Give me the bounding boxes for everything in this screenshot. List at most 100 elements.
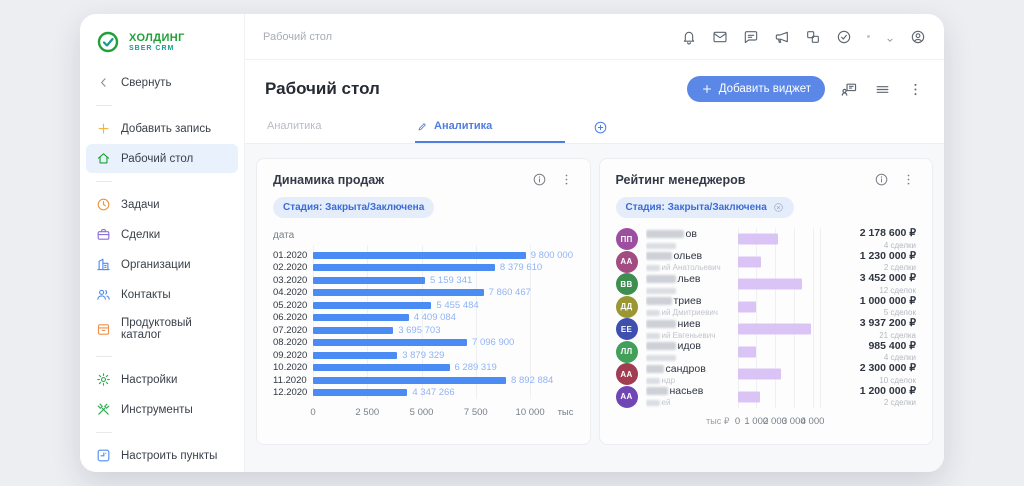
deal-count: 2 сделки bbox=[883, 263, 916, 273]
sidebar-item-gear[interactable]: Настройки bbox=[86, 365, 238, 394]
bar[interactable] bbox=[313, 326, 394, 334]
sidebar-item-clock[interactable]: Задачи bbox=[86, 190, 238, 219]
sidebar-item-home[interactable]: Рабочий стол bbox=[86, 144, 238, 173]
tab-analytics-1[interactable]: Аналитика bbox=[265, 112, 415, 143]
manager-row: ВВ льев 3 452 000 ₽12 сделок bbox=[615, 272, 916, 296]
manager-row: ЕЕ ниев ий Евгеньевич 3 937 200 ₽21 сделка bbox=[615, 317, 916, 341]
bar-value-label: 9 800 000 bbox=[530, 249, 573, 261]
manager-name-line: триев bbox=[645, 295, 730, 308]
sidebar-item-box[interactable]: Продуктовый каталог bbox=[86, 310, 238, 348]
chevron-left-icon bbox=[96, 75, 111, 90]
x-tick-label: 10 000 bbox=[515, 407, 545, 418]
bar[interactable] bbox=[737, 256, 761, 268]
redacted-name bbox=[645, 332, 660, 339]
megaphone-icon[interactable] bbox=[774, 29, 790, 45]
home-icon bbox=[96, 151, 111, 166]
add-tab-icon[interactable] bbox=[593, 120, 608, 135]
bar-track: 3 695 703 bbox=[313, 325, 574, 336]
manager-values: 985 400 ₽4 сделки bbox=[828, 340, 916, 364]
remove-filter-icon[interactable] bbox=[773, 202, 784, 213]
sidebar-collapse-button[interactable]: Свернуть bbox=[86, 68, 238, 97]
x-tick-label: 5 000 bbox=[409, 407, 434, 418]
bar[interactable] bbox=[737, 323, 812, 335]
redacted-name bbox=[645, 229, 684, 238]
stage-filter-badge[interactable]: Стадия: Закрыта/Заключена bbox=[615, 197, 794, 218]
y-tick-label: 02.2020 bbox=[273, 262, 308, 274]
redacted-name bbox=[645, 310, 660, 317]
stage-filter-badge[interactable]: Стадия: Закрыта/Заключена bbox=[273, 197, 435, 218]
box-icon bbox=[96, 322, 111, 337]
manager-name-line: ольев bbox=[645, 250, 730, 263]
manager-fullname-line: ндр bbox=[645, 376, 730, 386]
page-header: Рабочий стол Добавить виджет bbox=[245, 60, 944, 102]
bar[interactable] bbox=[737, 346, 756, 358]
gridline bbox=[820, 228, 821, 408]
deal-count: 2 сделки bbox=[883, 398, 916, 408]
bar[interactable] bbox=[313, 389, 408, 397]
y-tick-label: 06.2020 bbox=[273, 312, 308, 324]
sidebar-item-tools[interactable]: Инструменты bbox=[86, 395, 238, 424]
bar-track bbox=[737, 251, 821, 274]
bar[interactable] bbox=[737, 391, 760, 403]
bar[interactable] bbox=[313, 264, 495, 272]
user-profile-icon[interactable] bbox=[910, 29, 926, 45]
separator-dot bbox=[867, 35, 870, 38]
info-icon[interactable] bbox=[532, 172, 547, 187]
topbar-actions bbox=[681, 29, 926, 45]
dashboard-content: Динамика продаж Стадия: Закрыта/Заключен… bbox=[245, 144, 944, 472]
mail-icon[interactable] bbox=[712, 29, 728, 45]
bar-track: 5 455 484 bbox=[313, 300, 574, 311]
assistant-icon[interactable] bbox=[836, 29, 852, 45]
bar[interactable] bbox=[313, 251, 526, 259]
add-widget-button[interactable]: Добавить виджет bbox=[686, 76, 825, 102]
sidebar-item-building[interactable]: Организации bbox=[86, 250, 238, 279]
y-tick-label: 01.2020 bbox=[273, 249, 308, 261]
widget-sales-dynamics: Динамика продаж Стадия: Закрыта/Заключен… bbox=[256, 158, 591, 445]
sbercrm-logo-icon bbox=[96, 30, 120, 54]
bar[interactable] bbox=[737, 278, 803, 290]
manager-values: 2 178 600 ₽4 сделки bbox=[828, 227, 916, 251]
bar[interactable] bbox=[313, 339, 468, 347]
bar[interactable] bbox=[737, 301, 757, 313]
chart-bar-row: 12.2020 4 347 266 bbox=[273, 387, 574, 400]
sidebar-item-briefcase[interactable]: Сделки bbox=[86, 220, 238, 249]
bar-track: 9 800 000 bbox=[313, 250, 574, 261]
axis-unit-label: тыс ₽ bbox=[706, 416, 730, 426]
bar[interactable] bbox=[313, 376, 507, 384]
manager-row: АА насьев ей 1 200 000 ₽2 сделки bbox=[615, 385, 916, 409]
manager-name: льев bbox=[645, 273, 730, 296]
page-header-actions: Добавить виджет bbox=[686, 76, 924, 102]
bar[interactable] bbox=[737, 368, 781, 380]
bar[interactable] bbox=[313, 276, 425, 284]
sidebar-item-configure[interactable]: Настроить пункты bbox=[86, 441, 238, 470]
bar[interactable] bbox=[313, 301, 432, 309]
comment-icon[interactable] bbox=[743, 29, 759, 45]
sidebar-item-plus[interactable]: Добавить запись bbox=[86, 114, 238, 143]
y-tick-label: 10.2020 bbox=[273, 362, 308, 374]
brand-product: SBER CRM bbox=[129, 45, 175, 53]
deal-sum: 3 452 000 ₽ bbox=[859, 272, 916, 285]
redacted-name bbox=[645, 387, 668, 396]
apps-icon[interactable] bbox=[805, 29, 821, 45]
kebab-menu-icon[interactable] bbox=[559, 172, 574, 187]
kebab-menu-icon[interactable] bbox=[901, 172, 916, 187]
bar[interactable] bbox=[313, 289, 484, 297]
sidebar-item-label: Организации bbox=[121, 258, 191, 271]
manager-fullname-line: ий Дмитриевич bbox=[645, 308, 730, 318]
kebab-menu-icon[interactable] bbox=[907, 81, 924, 98]
bar[interactable] bbox=[313, 351, 398, 359]
bell-icon[interactable] bbox=[681, 29, 697, 45]
bar[interactable] bbox=[313, 364, 450, 372]
info-icon[interactable] bbox=[874, 172, 889, 187]
sidebar-item-users[interactable]: Контакты bbox=[86, 280, 238, 309]
bar[interactable] bbox=[737, 233, 779, 245]
tab-analytics-2[interactable]: Аналитика bbox=[415, 112, 565, 143]
bar-track bbox=[737, 341, 821, 364]
chevron-down-icon[interactable] bbox=[885, 32, 895, 42]
share-dashboard-icon[interactable] bbox=[841, 81, 858, 98]
app-window: ХОЛДИНГ SBER CRM Свернуть Добавить запис… bbox=[80, 14, 944, 472]
bar-value-label: 4 409 084 bbox=[413, 312, 456, 324]
menu-icon[interactable] bbox=[874, 81, 891, 98]
bar[interactable] bbox=[313, 314, 409, 322]
sidebar-item-label: Настроить пункты bbox=[121, 449, 218, 462]
